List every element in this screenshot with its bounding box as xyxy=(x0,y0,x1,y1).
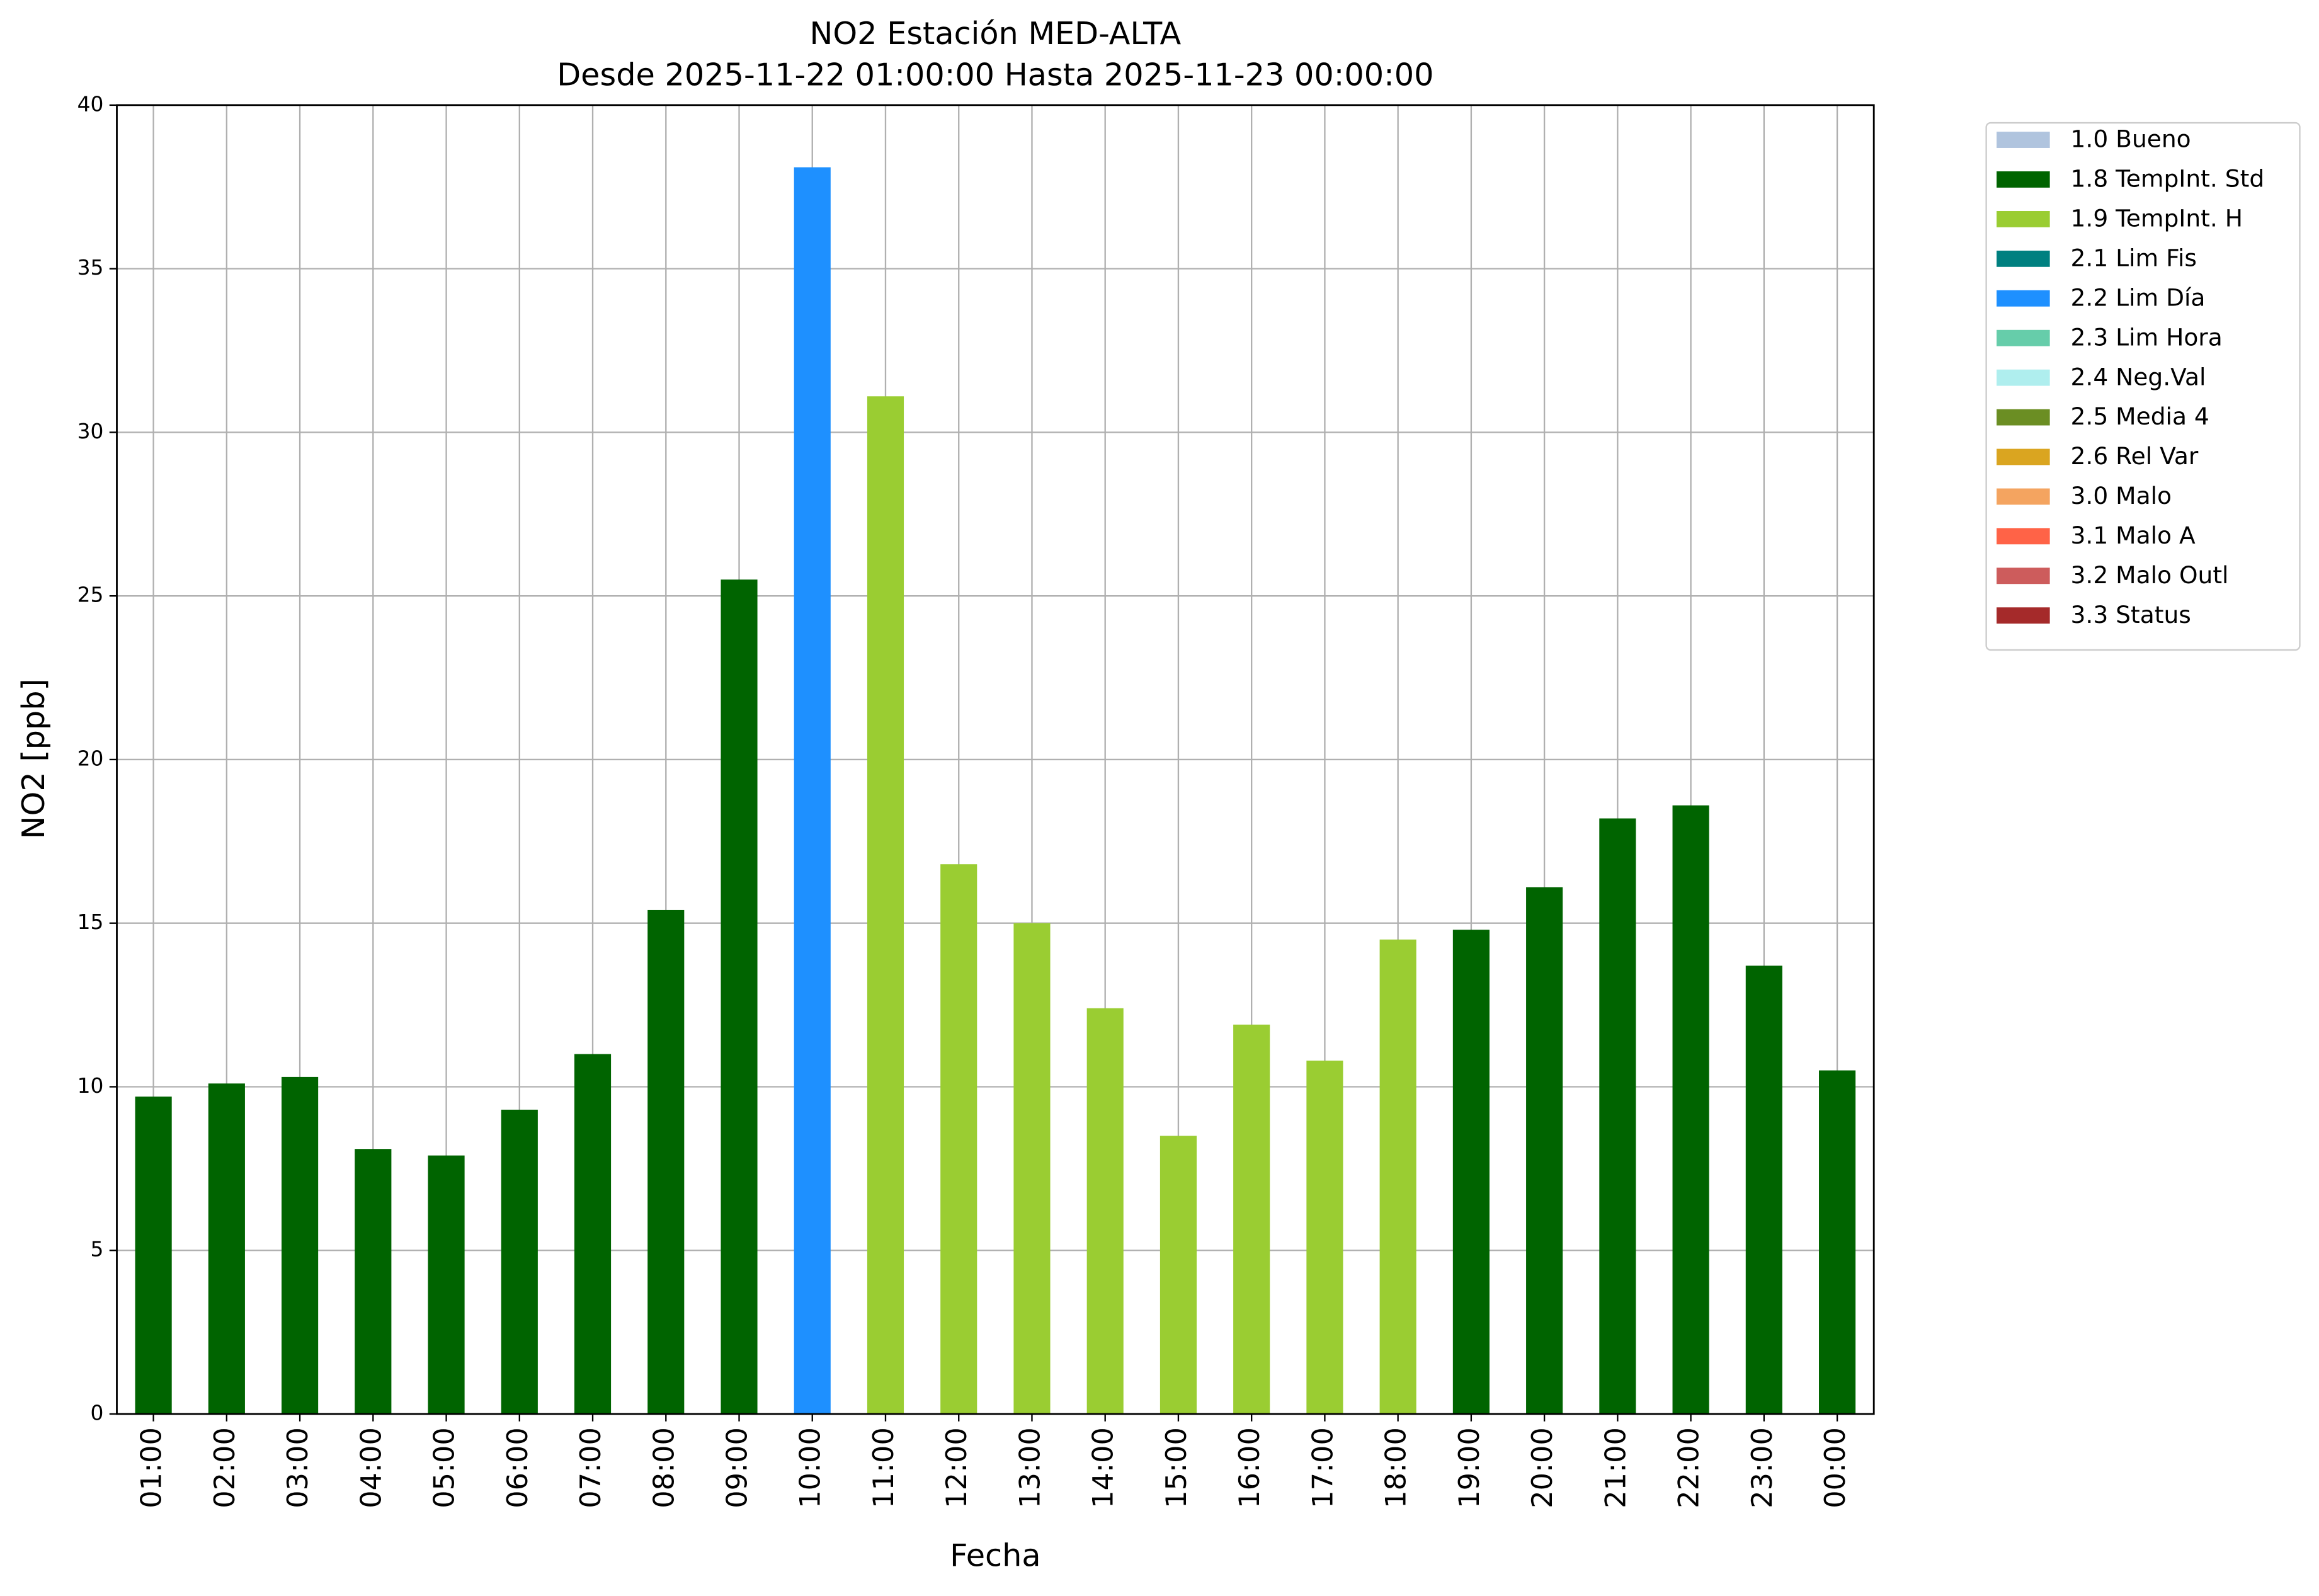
bar xyxy=(647,909,685,1415)
y-tick-label: 30 xyxy=(77,419,104,443)
y-tick-label: 20 xyxy=(77,746,104,770)
bar xyxy=(1379,939,1416,1415)
x-tick-label: 16:00 xyxy=(1233,1427,1266,1508)
ticks: 0 5 10 15 20 25 30 35 40 01:00 02:00 03:00 04:00 05:0… xyxy=(77,91,1852,1508)
legend-label: 1.9 TempInt. H xyxy=(2071,205,2243,232)
bar xyxy=(501,1109,538,1415)
x-tick-label: 14:00 xyxy=(1087,1427,1120,1508)
y-tick-label: 35 xyxy=(77,255,104,280)
chart-subtitle: Desde 2025-11-22 01:00:00 Hasta 2025-11-… xyxy=(557,57,1433,93)
legend-swatch xyxy=(1997,329,2050,346)
legend: 1.0 Bueno 1.8 TempInt. Std 1.9 TempInt. H 2… xyxy=(1985,122,2301,651)
y-tick-label: 40 xyxy=(77,91,104,116)
legend-label: 3.2 Malo Outl xyxy=(2071,561,2229,589)
x-tick-label: 12:00 xyxy=(940,1427,973,1508)
bars xyxy=(135,167,1856,1415)
bar xyxy=(1672,805,1709,1415)
x-tick-label: 06:00 xyxy=(501,1427,534,1508)
x-tick-label: 01:00 xyxy=(135,1427,168,1508)
legend-swatch xyxy=(1997,250,2050,267)
x-tick-label: 00:00 xyxy=(1819,1427,1852,1508)
bar xyxy=(794,167,831,1415)
y-axis-label: NO2 [ppb] xyxy=(15,678,52,839)
x-tick-label: 13:00 xyxy=(1013,1427,1046,1508)
bar xyxy=(867,396,904,1415)
legend-label: 2.6 Rel Var xyxy=(2071,442,2199,470)
x-tick-label: 03:00 xyxy=(282,1427,314,1508)
legend-label: 1.8 TempInt. Std xyxy=(2071,165,2265,193)
legend-swatch xyxy=(1997,409,2050,426)
bar xyxy=(208,1083,245,1415)
bar xyxy=(1819,1070,1856,1415)
bar xyxy=(574,1054,612,1415)
x-tick-label: 11:00 xyxy=(867,1427,900,1508)
bar xyxy=(1013,923,1051,1415)
x-tick-label: 02:00 xyxy=(208,1427,241,1508)
legend-swatch xyxy=(1997,369,2050,386)
legend-label: 1.0 Bueno xyxy=(2071,125,2191,153)
x-axis-label: Fecha xyxy=(950,1537,1041,1573)
x-tick-label: 05:00 xyxy=(428,1427,461,1508)
x-tick-label: 08:00 xyxy=(647,1427,680,1508)
y-tick-label: 15 xyxy=(77,909,104,934)
bar xyxy=(1306,1060,1343,1415)
x-tick-label: 23:00 xyxy=(1746,1427,1779,1508)
legend-label: 2.4 Neg.Val xyxy=(2071,363,2206,390)
bar xyxy=(135,1097,172,1415)
legend-label: 2.1 Lim Fis xyxy=(2071,244,2197,272)
legend-swatch xyxy=(1997,528,2050,545)
x-tick-label: 20:00 xyxy=(1526,1427,1559,1508)
y-tick-label: 5 xyxy=(90,1237,103,1262)
legend-label: 3.1 Malo A xyxy=(2071,522,2196,549)
bar xyxy=(1160,1136,1197,1415)
chart-title: NO2 Estación MED-ALTA xyxy=(809,15,1181,52)
y-tick-label: 10 xyxy=(77,1073,104,1098)
bar xyxy=(1086,1008,1124,1415)
x-tick-label: 21:00 xyxy=(1599,1427,1632,1508)
legend-swatch xyxy=(1997,290,2050,307)
legend-label: 3.3 Status xyxy=(2071,601,2191,629)
y-tick-label: 25 xyxy=(77,583,104,607)
legend-swatch xyxy=(1997,210,2050,227)
x-tick-label: 22:00 xyxy=(1673,1427,1706,1508)
bar xyxy=(1233,1024,1270,1415)
legend-label: 2.3 Lim Hora xyxy=(2071,323,2223,351)
bar xyxy=(282,1076,319,1415)
legend-swatch xyxy=(1997,607,2050,624)
y-tick-label: 0 xyxy=(90,1401,103,1425)
x-tick-label: 17:00 xyxy=(1306,1427,1339,1508)
bar xyxy=(1745,966,1782,1415)
legend-label: 3.0 Malo xyxy=(2071,482,2172,510)
x-tick-label: 09:00 xyxy=(721,1427,754,1508)
bar xyxy=(1599,818,1636,1415)
bar xyxy=(428,1155,465,1415)
x-tick-label: 07:00 xyxy=(574,1427,607,1508)
x-tick-label: 10:00 xyxy=(794,1427,827,1508)
legend-swatch xyxy=(1997,488,2050,505)
bar xyxy=(940,864,977,1415)
legend-label: 2.5 Media 4 xyxy=(2071,402,2209,430)
legend-box xyxy=(1985,122,2301,651)
legend-swatch xyxy=(1997,171,2050,188)
legend-label: 2.2 Lim Día xyxy=(2071,283,2206,311)
legend-swatch xyxy=(1997,567,2050,584)
x-tick-label: 18:00 xyxy=(1380,1427,1413,1508)
bar xyxy=(355,1149,392,1415)
bar xyxy=(1452,930,1490,1415)
x-tick-label: 15:00 xyxy=(1160,1427,1193,1508)
legend-swatch xyxy=(1997,132,2050,148)
legend-swatch xyxy=(1997,448,2050,465)
x-tick-label: 19:00 xyxy=(1453,1427,1486,1508)
x-tick-label: 04:00 xyxy=(355,1427,387,1508)
bar xyxy=(721,579,758,1415)
bar xyxy=(1526,887,1563,1415)
